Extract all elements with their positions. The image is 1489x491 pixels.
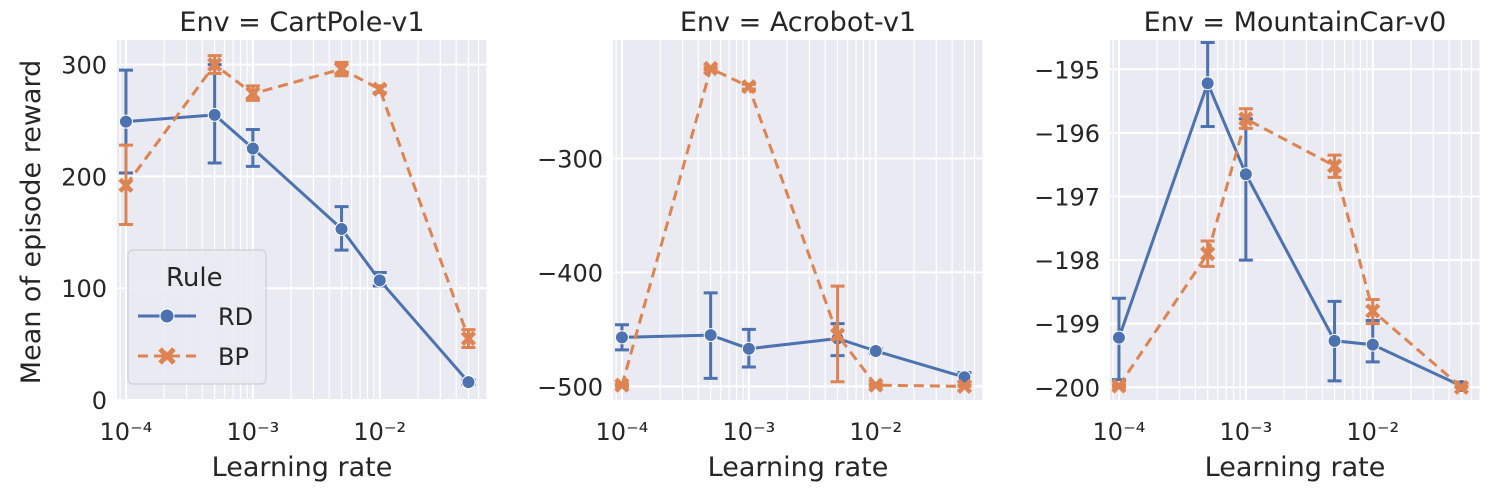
panel-2: −500 −400 −300 10⁻⁴ 10⁻³ 10⁻² Env = Acrobot-v1… xyxy=(537,7,984,483)
data-point xyxy=(868,344,883,359)
series-bp xyxy=(118,54,477,349)
series-line-rd xyxy=(621,333,965,379)
series-line-rd xyxy=(1117,79,1463,388)
data-point xyxy=(333,61,350,77)
data-point xyxy=(614,377,630,393)
y-tick-label: −200 xyxy=(1034,374,1100,402)
x-tick-label: 10⁻² xyxy=(1346,418,1399,446)
data-point xyxy=(1238,111,1254,127)
panel-title: Env = CartPole-v1 xyxy=(179,7,424,38)
x-tick-label: 10⁻² xyxy=(849,418,902,446)
data-point xyxy=(703,60,719,77)
legend-bp-marker xyxy=(158,347,176,365)
data-point xyxy=(1327,333,1342,348)
legend-rd-marker xyxy=(159,308,175,324)
x-axis-label: Learning rate xyxy=(1205,452,1386,483)
y-tick-label: −500 xyxy=(537,373,603,401)
series-line-bp xyxy=(620,66,965,388)
data-point xyxy=(207,57,223,73)
legend-title: Rule xyxy=(166,263,223,293)
x-tick-label: 10⁻⁴ xyxy=(100,418,153,446)
panel-3: −200 −199 −198 −197 −196 −195 10⁻⁴ 10⁻³ 10⁻² Env … xyxy=(1034,7,1481,483)
data-point xyxy=(245,86,261,102)
data-point xyxy=(614,330,629,345)
x-tick-label: 10⁻⁴ xyxy=(596,418,649,446)
data-point xyxy=(372,81,388,97)
y-tick-label: 300 xyxy=(61,52,107,80)
series-line-rd xyxy=(125,113,470,384)
x-tick-label: 10⁻³ xyxy=(1219,418,1272,446)
data-point xyxy=(1453,379,1470,395)
data-point xyxy=(956,378,973,394)
x-tick-label: 10⁻³ xyxy=(226,418,279,446)
data-point xyxy=(460,330,477,347)
y-tick-label: −195 xyxy=(1034,56,1100,84)
data-point xyxy=(703,328,718,343)
data-point xyxy=(334,221,349,236)
y-tick-label: 100 xyxy=(61,275,107,303)
y-tick-label: 200 xyxy=(61,163,107,191)
y-tick-label: 0 xyxy=(92,387,107,415)
data-point xyxy=(829,327,846,343)
legend: Rule RD BP xyxy=(127,249,267,385)
data-point xyxy=(245,141,260,156)
x-tick-label: 10⁻⁴ xyxy=(1093,418,1146,446)
series-line-bp xyxy=(1117,116,1463,389)
data-point xyxy=(1365,303,1381,319)
legend-bp-label: BP xyxy=(218,343,249,371)
series-bp xyxy=(614,60,973,394)
y-tick-label: −196 xyxy=(1034,120,1100,148)
data-point xyxy=(207,107,222,122)
x-axis-label: Learning rate xyxy=(212,452,393,483)
series-bp xyxy=(1111,107,1470,395)
plot-area xyxy=(1110,40,1480,400)
data-point xyxy=(118,177,134,193)
x-tick-label: 10⁻² xyxy=(353,418,406,446)
chart-panels: 0 100 200 300 10⁻⁴ 10⁻³ 10⁻² Env = CartPole-v1 L… xyxy=(61,7,1481,483)
data-point xyxy=(741,341,756,356)
panel-1: 0 100 200 300 10⁻⁴ 10⁻³ 10⁻² Env = CartPole-v1 L… xyxy=(61,7,488,483)
data-point xyxy=(118,114,133,129)
y-tick-label: −198 xyxy=(1034,247,1100,275)
y-tick-label: −300 xyxy=(537,145,603,173)
data-point xyxy=(461,375,476,390)
x-axis-label: Learning rate xyxy=(708,452,889,483)
y-axis-label: Mean of episode reward xyxy=(16,60,47,384)
data-point xyxy=(1111,378,1127,394)
y-tick-label: −400 xyxy=(537,259,603,287)
data-point xyxy=(1200,76,1215,91)
panel-title: Env = Acrobot-v1 xyxy=(680,7,916,38)
panel-title: Env = MountainCar-v0 xyxy=(1144,7,1447,38)
y-tick-label: −199 xyxy=(1034,311,1100,339)
series-line-bp xyxy=(124,62,470,340)
legend-rd-label: RD xyxy=(218,303,253,331)
y-tick-label: −197 xyxy=(1034,183,1100,211)
data-point xyxy=(1365,337,1380,352)
data-point xyxy=(868,377,884,393)
data-point xyxy=(1200,246,1216,262)
data-point xyxy=(372,273,387,288)
data-point xyxy=(1326,158,1343,174)
data-point xyxy=(1111,330,1126,345)
series-rd xyxy=(118,63,476,390)
data-point xyxy=(1238,167,1253,182)
data-point xyxy=(741,79,757,95)
x-tick-label: 10⁻³ xyxy=(722,418,775,446)
